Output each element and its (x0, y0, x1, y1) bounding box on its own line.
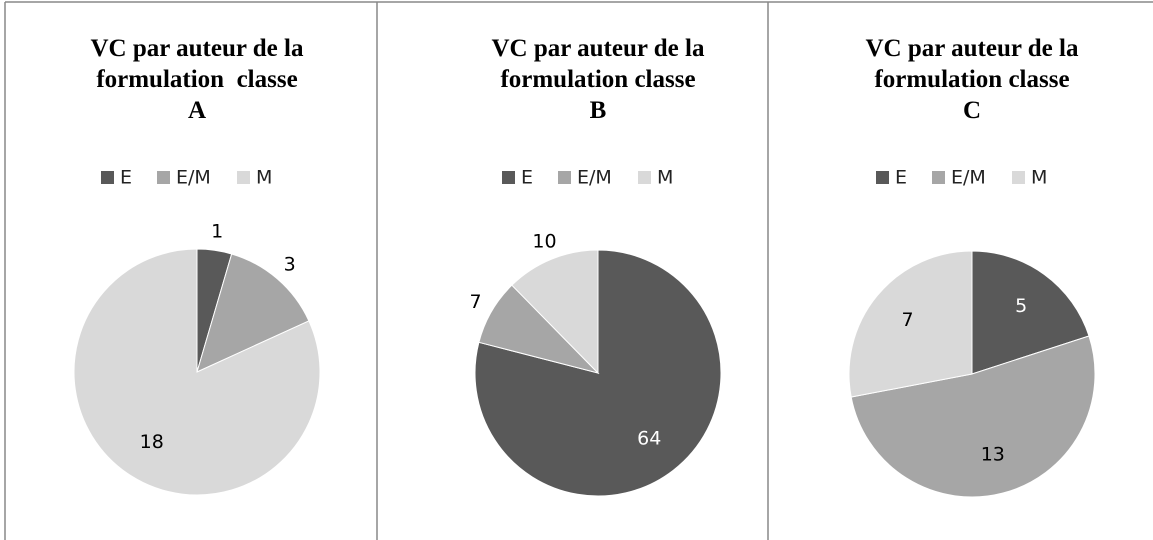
legend-swatch (101, 171, 114, 184)
legend-label: M (1031, 167, 1047, 189)
chart-title: VC par auteur de la (492, 35, 705, 62)
pie-slice (196, 253, 310, 373)
data-label: 7 (469, 291, 481, 313)
legend-swatch (502, 171, 515, 184)
legend-swatch (237, 171, 250, 184)
legend-swatch (558, 171, 571, 184)
chart-title: formulation classe (500, 66, 695, 93)
legend-label: E (120, 167, 132, 189)
chart-title: VC par auteur de la (866, 35, 1079, 62)
data-label: 1 (211, 220, 223, 242)
chart-title: A (188, 97, 206, 124)
legend-swatch (157, 171, 170, 184)
data-label: 18 (140, 431, 164, 453)
chart-title: C (963, 97, 981, 124)
pie-slice (73, 248, 321, 496)
legend-label: M (657, 167, 673, 189)
data-label: 7 (902, 309, 914, 331)
chart-title: B (590, 97, 607, 124)
legend-label: E/M (577, 167, 612, 189)
pie-slice (971, 250, 1090, 375)
legend-label: E/M (176, 167, 211, 189)
chart-title: VC par auteur de la (91, 35, 304, 62)
chart-title: formulation classe (874, 66, 1069, 93)
data-label: 5 (1015, 295, 1027, 317)
chart-title: formulation classe (96, 66, 297, 93)
data-label: 10 (532, 231, 556, 253)
pie-slice (848, 250, 973, 398)
data-label: 13 (981, 444, 1005, 466)
legend-swatch (932, 171, 945, 184)
pie-slice (511, 249, 599, 375)
data-label: 3 (284, 254, 296, 276)
pie-slice (850, 335, 1096, 498)
legend-label: E/M (951, 167, 986, 189)
legend-label: E (521, 167, 533, 189)
legend-swatch (638, 171, 651, 184)
legend-swatch (1012, 171, 1025, 184)
legend-label: M (256, 167, 272, 189)
legend-swatch (876, 171, 889, 184)
data-label: 64 (637, 428, 661, 450)
legend-label: E (895, 167, 907, 189)
